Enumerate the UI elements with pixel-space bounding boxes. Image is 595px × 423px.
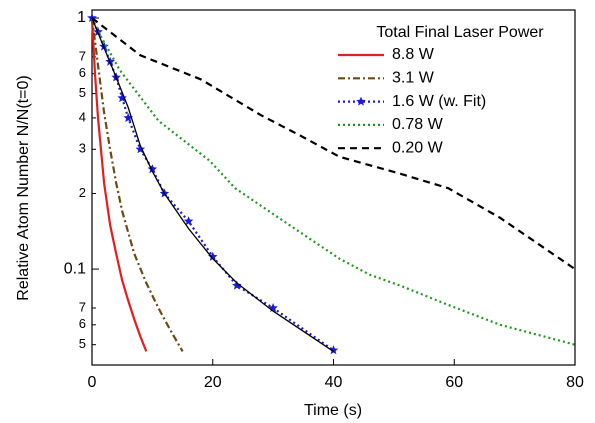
legend-title: Total Final Laser Power <box>376 24 544 41</box>
data-point <box>208 251 218 261</box>
series-line <box>91 17 334 352</box>
plot-frame <box>91 9 576 366</box>
y-tick-label: 2 <box>79 185 86 200</box>
data-point <box>135 144 146 154</box>
x-axis-label: Time (s) <box>304 402 362 419</box>
x-tick-label: 80 <box>566 374 584 391</box>
x-tick-label: 0 <box>88 374 97 391</box>
y-tick-label: 3 <box>79 141 86 156</box>
y-tick-label: 6 <box>79 316 86 331</box>
data-point <box>183 216 194 226</box>
series-line <box>90 17 148 352</box>
y-tick-label: 7 <box>79 48 86 63</box>
data-point <box>232 280 242 290</box>
y-tick-label: 7 <box>79 299 86 314</box>
x-tick-label: 60 <box>445 374 463 391</box>
x-tick-label: 40 <box>325 374 343 391</box>
y-tick-label: 5 <box>79 336 86 351</box>
y-tick-label: 1 <box>77 9 86 26</box>
data-point <box>147 164 158 174</box>
data-point <box>123 112 133 122</box>
legend-marker <box>356 96 366 106</box>
legend-label: 8.8 W <box>392 46 435 63</box>
data-point <box>328 345 339 355</box>
series-line <box>90 17 184 352</box>
series-line <box>91 17 576 346</box>
legend-label: 1.6 W (w. Fit) <box>392 93 486 110</box>
legend-label: 3.1 W <box>392 70 435 87</box>
data-point <box>99 41 109 51</box>
x-tick-label: 20 <box>204 374 222 391</box>
legend-label: 0.78 W <box>392 116 444 133</box>
series-line <box>91 17 576 271</box>
data-point <box>87 13 97 22</box>
y-axis-label: Relative Atom Number N/N(t=0) <box>15 75 32 300</box>
y-tick-label: 0.1 <box>64 260 86 277</box>
y-tick-label: 5 <box>79 85 86 100</box>
legend-label: 0.20 W <box>392 139 444 156</box>
y-tick-label: 4 <box>79 109 86 124</box>
y-tick-label: 6 <box>79 65 86 80</box>
